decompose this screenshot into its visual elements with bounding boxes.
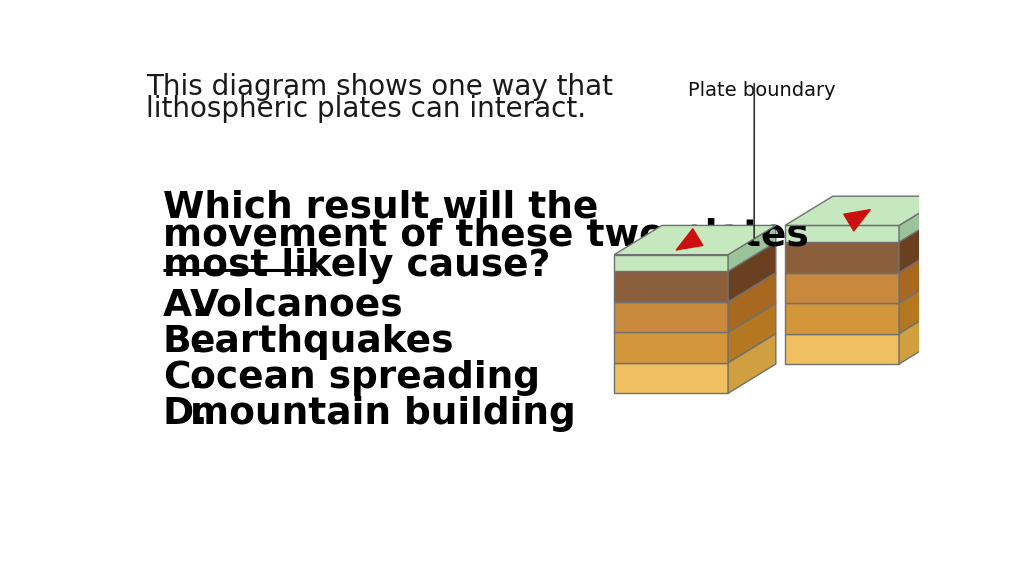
Polygon shape <box>785 196 947 225</box>
Polygon shape <box>785 225 899 242</box>
Text: C.: C. <box>163 360 205 396</box>
Polygon shape <box>614 363 728 393</box>
Text: lithospheric plates can interact.: lithospheric plates can interact. <box>146 94 586 123</box>
Text: earthquakes: earthquakes <box>189 324 455 360</box>
Polygon shape <box>899 243 947 303</box>
Polygon shape <box>785 272 899 303</box>
Text: Volcanoes: Volcanoes <box>189 288 403 324</box>
Polygon shape <box>899 274 947 334</box>
Polygon shape <box>899 196 947 242</box>
Text: B.: B. <box>163 324 206 360</box>
Polygon shape <box>728 272 776 332</box>
Polygon shape <box>614 255 728 271</box>
Polygon shape <box>614 271 728 302</box>
Text: This diagram shows one way that: This diagram shows one way that <box>146 73 613 101</box>
Text: movement of these two plates: movement of these two plates <box>163 218 809 255</box>
Polygon shape <box>785 242 899 272</box>
Text: Which result will the: Which result will the <box>163 190 598 225</box>
Polygon shape <box>728 303 776 363</box>
Polygon shape <box>614 332 728 363</box>
Text: D.: D. <box>163 396 209 433</box>
Text: Plate boundary: Plate boundary <box>688 81 836 100</box>
Polygon shape <box>614 225 776 255</box>
Polygon shape <box>614 302 728 332</box>
Text: A.: A. <box>163 288 207 324</box>
Polygon shape <box>899 304 947 364</box>
Polygon shape <box>899 213 947 272</box>
Text: mountain building: mountain building <box>189 396 575 433</box>
Text: ocean spreading: ocean spreading <box>189 360 540 396</box>
Polygon shape <box>728 242 776 302</box>
Polygon shape <box>728 334 776 393</box>
Polygon shape <box>728 225 776 271</box>
Polygon shape <box>785 303 899 334</box>
Text: most likely cause?: most likely cause? <box>163 248 550 284</box>
Polygon shape <box>785 334 899 364</box>
